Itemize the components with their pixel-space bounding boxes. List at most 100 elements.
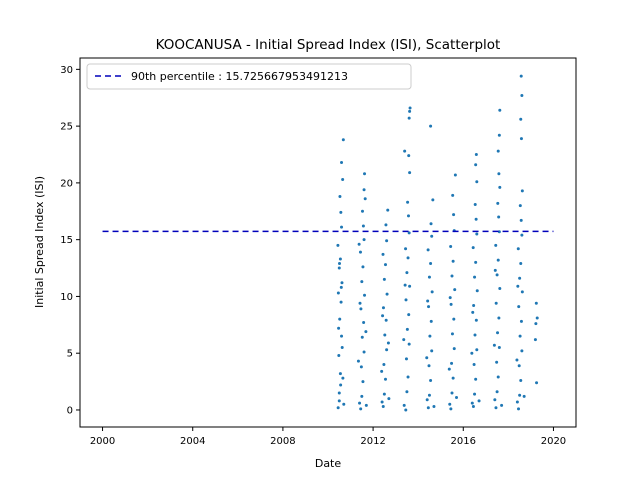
data-point xyxy=(450,332,454,336)
data-point xyxy=(359,307,363,311)
data-point xyxy=(534,301,538,305)
data-point xyxy=(496,149,500,153)
data-point xyxy=(475,348,479,352)
data-point xyxy=(383,263,387,267)
data-point xyxy=(520,189,524,193)
data-point xyxy=(472,363,476,367)
data-point xyxy=(404,357,408,361)
data-point xyxy=(338,257,342,261)
data-point xyxy=(339,210,343,214)
data-point xyxy=(336,406,340,410)
data-point xyxy=(385,292,389,296)
data-point xyxy=(427,275,431,279)
data-point xyxy=(358,301,362,305)
data-point xyxy=(361,380,365,384)
data-point xyxy=(364,403,368,407)
data-point xyxy=(452,317,456,321)
data-point xyxy=(426,299,430,303)
data-point xyxy=(429,262,433,265)
data-point xyxy=(450,391,454,395)
data-point xyxy=(495,273,499,277)
data-point xyxy=(475,180,479,184)
data-point xyxy=(385,348,389,352)
data-point xyxy=(495,390,499,394)
x-tick-label: 2004 xyxy=(180,436,205,447)
data-point xyxy=(473,275,477,279)
data-point xyxy=(518,276,522,280)
x-axis: 2000 2004 2008 2012 2016 2020 xyxy=(90,427,566,447)
y-tick-label: 0 xyxy=(67,405,73,416)
data-point xyxy=(473,202,477,206)
data-point xyxy=(533,338,537,342)
data-point xyxy=(340,281,344,285)
x-tick-label: 2016 xyxy=(451,436,476,447)
data-point xyxy=(520,349,524,353)
data-point xyxy=(497,172,501,176)
data-point xyxy=(382,363,386,367)
data-point xyxy=(474,260,478,264)
data-point xyxy=(359,407,363,411)
data-point xyxy=(474,153,478,157)
data-point xyxy=(427,393,431,397)
data-point xyxy=(520,233,524,237)
data-point xyxy=(339,300,343,304)
data-point xyxy=(493,268,497,272)
data-point xyxy=(363,197,367,201)
y-tick-label: 20 xyxy=(60,178,73,189)
data-point xyxy=(337,353,341,357)
data-point xyxy=(431,198,435,202)
data-point xyxy=(339,383,343,387)
data-point xyxy=(518,393,522,397)
data-point xyxy=(515,400,519,404)
data-point xyxy=(429,222,433,226)
y-tick-label: 10 xyxy=(60,292,73,303)
data-point xyxy=(497,230,501,234)
data-point xyxy=(496,201,500,205)
data-point xyxy=(426,248,430,252)
data-point xyxy=(534,322,538,326)
data-point xyxy=(494,301,498,305)
data-point xyxy=(519,262,523,265)
data-point xyxy=(430,290,434,294)
data-point xyxy=(381,405,385,409)
data-point xyxy=(475,289,479,293)
legend-box xyxy=(86,63,412,90)
data-point xyxy=(384,223,388,227)
data-point xyxy=(402,338,406,342)
data-point xyxy=(519,74,523,78)
data-point xyxy=(363,293,367,297)
data-point xyxy=(382,277,386,281)
data-point xyxy=(361,224,365,228)
data-point xyxy=(406,256,410,260)
data-point xyxy=(426,406,430,410)
data-point xyxy=(498,185,502,189)
data-point xyxy=(338,195,342,199)
data-point xyxy=(337,326,341,330)
data-point xyxy=(360,280,364,284)
x-tick-label: 2020 xyxy=(541,436,566,447)
data-point xyxy=(473,392,477,396)
data-point xyxy=(496,258,500,262)
data-point xyxy=(515,358,519,362)
data-point xyxy=(429,378,433,382)
data-point xyxy=(452,213,456,217)
data-point xyxy=(496,331,500,335)
data-point xyxy=(518,204,522,208)
data-point xyxy=(473,333,477,337)
plot-area xyxy=(79,57,577,428)
data-point xyxy=(403,283,407,287)
data-point xyxy=(493,398,497,402)
x-tick-label: 2012 xyxy=(360,436,385,447)
data-point xyxy=(340,334,344,338)
data-point xyxy=(496,375,500,379)
data-point xyxy=(494,406,498,410)
data-point xyxy=(522,394,526,398)
data-point xyxy=(518,334,522,338)
data-point xyxy=(407,154,411,158)
data-point xyxy=(360,209,364,213)
data-point xyxy=(474,163,478,167)
data-point xyxy=(362,350,366,354)
data-point xyxy=(358,401,362,405)
x-tick-label: 2008 xyxy=(270,436,295,447)
data-point xyxy=(519,218,523,222)
